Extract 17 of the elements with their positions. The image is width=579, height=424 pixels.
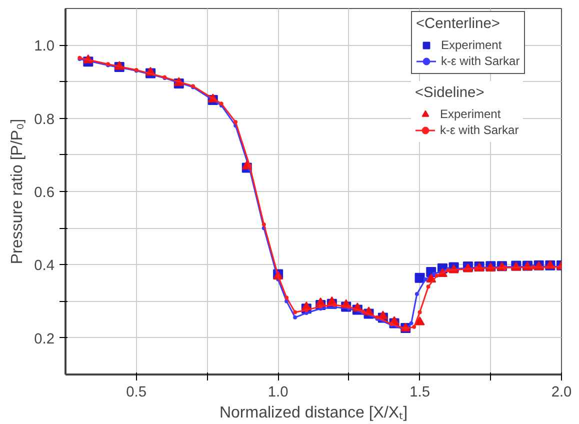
y-tick-label: 0.2 bbox=[34, 331, 54, 348]
x-tick-label: 2.0 bbox=[551, 384, 572, 400]
legend-label: k-ε with Sarkar bbox=[441, 53, 520, 69]
x-tick-label: 1.0 bbox=[268, 384, 288, 400]
legend-label: Experiment bbox=[441, 37, 502, 53]
y-tick-label: 0.4 bbox=[34, 258, 54, 274]
text: <Centerline> bbox=[416, 16, 500, 32]
x-tick-label: 1.5 bbox=[410, 384, 430, 400]
y-tick-label: 0.6 bbox=[34, 185, 54, 201]
x-axis-title: Normalized distance [X/Xₜ] bbox=[219, 404, 408, 422]
text: <Sideline> bbox=[415, 85, 484, 101]
y-tick-label: 0.8 bbox=[34, 112, 54, 128]
legend-label: Experiment bbox=[440, 106, 501, 122]
x-tick-label: 0.5 bbox=[126, 384, 147, 400]
y-tick-label: 1.0 bbox=[34, 38, 54, 55]
legend-label: k-ε with Sarkar bbox=[440, 122, 519, 138]
y-axis-title: Pressure ratio [P/P₀] bbox=[9, 118, 26, 264]
